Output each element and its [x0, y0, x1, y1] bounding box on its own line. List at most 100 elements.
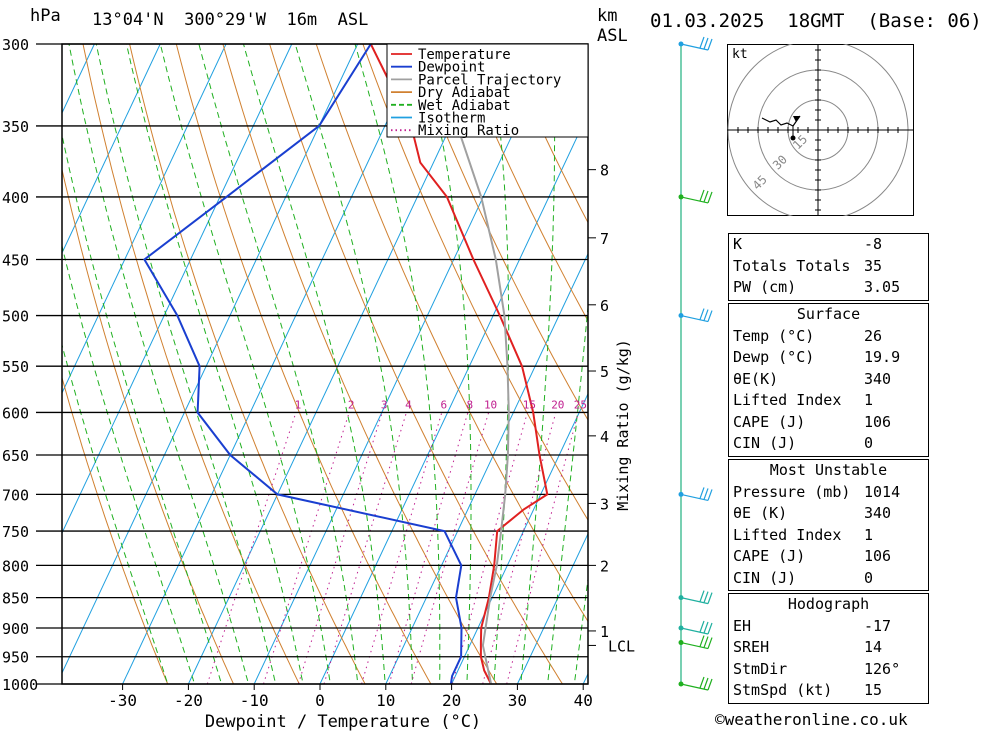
dry-adiabat-line — [82, 44, 300, 684]
km-tick-label: 5 — [600, 363, 609, 381]
isotherm-line — [451, 392, 588, 684]
index-row: StmSpd (kt) 15 — [729, 680, 928, 702]
wind-barb-feather — [703, 677, 709, 690]
index-row: Dewp (°C) 19.9 — [729, 347, 928, 369]
legend-entry: Dry Adiabat — [418, 85, 511, 101]
x-tick-label: 0 — [315, 691, 325, 710]
pressure-tick-label: 1000 — [2, 676, 38, 694]
storm-motion-arrow — [793, 116, 800, 122]
mixing-ratio-label: 15 — [523, 398, 536, 411]
x-tick-label: -10 — [240, 691, 269, 710]
index-value: 0 — [864, 568, 874, 587]
index-value: 1 — [864, 391, 874, 409]
index-label: Temp (°C) — [733, 326, 815, 345]
mixing-ratio-line — [361, 412, 443, 684]
dry-adiabat-line — [62, 167, 235, 684]
indices-block: K -8 Totals Totals 35 PW (cm) 3.05 — [728, 233, 929, 301]
wet-adiabat-line — [547, 302, 588, 684]
wind-barb-feather — [707, 678, 713, 691]
index-label: CAPE (J) — [733, 412, 806, 431]
wind-barb-feather — [703, 488, 709, 500]
wind-barb — [678, 308, 713, 323]
dry-adiabat-line — [222, 44, 498, 684]
index-value: 340 — [864, 369, 892, 388]
wind-barb-feather — [707, 38, 713, 51]
section-title: Surface — [796, 305, 861, 323]
wet-adiabat-line — [125, 44, 304, 684]
pressure-tick-label: 450 — [2, 252, 29, 270]
isotherm-line — [62, 44, 293, 535]
index-label: SREH — [733, 638, 770, 656]
index-value: 19.9 — [864, 348, 901, 366]
index-label: K — [733, 235, 743, 253]
wind-barb-feather — [699, 635, 705, 647]
wind-barb-staff — [680, 597, 709, 605]
wet-adiabat-line — [420, 44, 472, 684]
wind-barb-feather — [707, 310, 713, 322]
x-tick-label: -30 — [108, 691, 137, 710]
mixing-ratio-group: 1 2 3 4 6 8 10 15 20 25 — [295, 398, 587, 411]
isotherm-line — [319, 112, 588, 684]
index-value: 106 — [864, 412, 892, 431]
x-tick-label: 30 — [508, 691, 527, 710]
wind-barb-feather — [703, 309, 709, 321]
mixing-ratio-label: 4 — [405, 398, 412, 411]
wind-barb-feather — [703, 37, 709, 50]
datetime-title: 01.03.2025 18GMT (Base: 06) — [650, 10, 982, 32]
wet-adiabat-line — [198, 44, 359, 684]
km-tick-label: 2 — [600, 557, 609, 575]
pressure-tick-label: 850 — [2, 590, 29, 608]
index-value: 3.05 — [864, 278, 901, 296]
wind-barb-feather — [699, 189, 705, 202]
legend-box — [386, 43, 589, 138]
wind-barb-feather — [699, 676, 705, 689]
km-tick-label: LCL — [608, 637, 635, 655]
mixing-ratio-label: 10 — [484, 398, 497, 411]
dry-adiabat-line — [945, 7, 1000, 710]
index-label: θE (K) — [733, 504, 788, 522]
legend-entry: Parcel Trajectory — [418, 72, 561, 88]
wind-barb-feather — [699, 487, 705, 499]
index-label: Dewp (°C) — [733, 348, 815, 366]
km-tick-label: 8 — [600, 162, 609, 180]
wind-barb-feather — [703, 591, 709, 603]
km-tick-label: 7 — [600, 230, 609, 248]
isotherm-line — [122, 44, 424, 684]
index-value: 126° — [864, 659, 901, 678]
wind-barb-staff — [680, 683, 709, 691]
wind-barb-feather — [699, 308, 705, 320]
index-row: PW (cm) 3.05 — [729, 277, 928, 299]
pressure-tick-label: 700 — [2, 486, 29, 504]
section-title: Hodograph — [787, 595, 870, 613]
wind-barb-feather — [703, 636, 709, 648]
index-row: Totals Totals 35 — [729, 256, 928, 278]
isotherm-line — [385, 252, 588, 684]
wind-barb-feather — [707, 592, 713, 604]
wind-barb — [678, 590, 713, 605]
index-row: StmDir 126° — [729, 659, 928, 681]
mixing-ratio-axis-label: Mixing Ratio (g/kg) — [614, 339, 632, 511]
dry-adiabat-line — [455, 44, 588, 322]
index-label: CAPE (J) — [733, 547, 806, 565]
km-tick-label: 6 — [600, 297, 609, 315]
pressure-tick-label: 750 — [2, 523, 29, 541]
index-value: 340 — [864, 504, 892, 522]
index-value: -17 — [864, 616, 892, 635]
section-title: Most Unstable — [769, 461, 888, 479]
index-row: CIN (J) 0 — [729, 433, 928, 455]
mixing-ratio-line — [482, 412, 557, 684]
dry-adiabat-line — [175, 44, 432, 684]
wind-barb — [678, 676, 713, 691]
pressure-tick-label: 550 — [2, 358, 29, 376]
wind-barb — [678, 487, 713, 501]
wet-adiabat-line — [520, 44, 556, 684]
wet-adiabat-line — [354, 44, 441, 684]
mixing-ratio-line — [297, 412, 383, 684]
index-value: 0 — [864, 434, 874, 452]
index-row: CAPE (J) 106 — [729, 412, 928, 434]
index-value: 15 — [864, 681, 883, 699]
index-label: Lifted Index — [733, 391, 842, 409]
index-value: 14 — [864, 638, 883, 656]
wind-barb-feather — [707, 191, 713, 204]
